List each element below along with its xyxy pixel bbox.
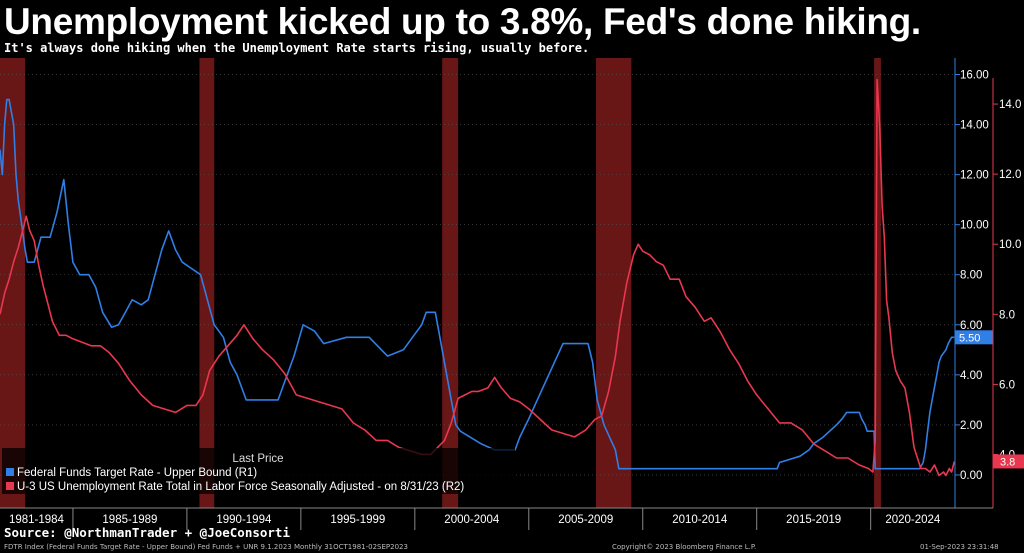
legend-label: Federal Funds Target Rate - Upper Bound … bbox=[17, 467, 257, 479]
recession-shading bbox=[0, 58, 881, 508]
index-description: FDTR Index (Federal Funds Target Rate - … bbox=[4, 543, 408, 551]
recession-band bbox=[199, 58, 215, 508]
r1-tick-label: 0.00 bbox=[960, 470, 982, 482]
r2-tick-label: 12.0 bbox=[999, 169, 1021, 181]
legend-box bbox=[2, 448, 515, 494]
right-axis-r2: 4.06.08.010.012.014.03.8 bbox=[992, 78, 1024, 508]
r1-last-value-box bbox=[955, 330, 993, 345]
r1-tick-label: 4.00 bbox=[960, 370, 982, 382]
unemployment-line bbox=[0, 78, 956, 477]
legend-header: Last Price bbox=[232, 453, 283, 465]
page-subtitle: It's always done hiking when the Unemplo… bbox=[4, 41, 590, 55]
x-tick-label: 2000-2004 bbox=[444, 514, 500, 526]
x-tick-label: 2010-2014 bbox=[672, 514, 728, 526]
timestamp: 01-Sep-2023 23:31:48 bbox=[920, 543, 999, 551]
r1-tick-label: 8.00 bbox=[960, 270, 982, 282]
recession-band bbox=[874, 58, 881, 508]
legend-swatch bbox=[6, 468, 14, 476]
x-axis: 1981-1984 1985-1989 1990-1994 1995-1999 2000… bbox=[0, 507, 993, 530]
series-lines bbox=[0, 78, 956, 477]
legend-swatch bbox=[6, 482, 14, 490]
r2-tick-label: 10.0 bbox=[999, 239, 1021, 251]
r1-last-value-label: 5.50 bbox=[959, 332, 980, 344]
x-tick-label: 2005-2009 bbox=[558, 514, 613, 526]
x-tick-label: 2020-2024 bbox=[885, 514, 941, 526]
recession-band bbox=[442, 58, 459, 508]
x-tick-label: 1995-1999 bbox=[330, 514, 385, 526]
recession-band bbox=[596, 58, 632, 508]
source-credit: Source: @NorthmanTrader + @JoeConsorti bbox=[4, 525, 290, 540]
x-tick-label: 2015-2019 bbox=[786, 514, 841, 526]
x-tick-label: 1990-1994 bbox=[216, 514, 272, 526]
r1-tick-label: 12.00 bbox=[960, 170, 989, 182]
right-axis-r1: 0.00 2.00 4.00 6.00 8.00 10.00 12.00 14.00 16.00… bbox=[954, 58, 993, 508]
r1-tick-label: 10.00 bbox=[960, 220, 989, 232]
r2-tick-label: 8.0 bbox=[999, 309, 1015, 321]
x-tick-label: 1981-1984 bbox=[9, 514, 65, 526]
legend-label: U-3 US Unemployment Rate Total in Labor … bbox=[17, 481, 464, 493]
gridlines bbox=[0, 74, 955, 476]
r2-tick-label: 14.0 bbox=[999, 99, 1021, 111]
fed_funds-line bbox=[0, 98, 955, 470]
copyright: Copyright© 2023 Bloomberg Finance L.P. bbox=[612, 543, 757, 551]
x-tick-label: 1985-1989 bbox=[102, 514, 157, 526]
r2-tick-label: 6.0 bbox=[999, 379, 1015, 391]
r1-tick-label: 14.00 bbox=[960, 120, 989, 132]
r1-tick-label: 16.00 bbox=[960, 70, 989, 82]
r1-tick-label: 6.00 bbox=[960, 320, 982, 332]
r2-last-value-box bbox=[993, 454, 1024, 469]
r2-last-value-label: 3.8 bbox=[1000, 456, 1015, 468]
legend: Last Price Federal Funds Target Rate - Up… bbox=[2, 448, 515, 494]
page-title: Unemployment kicked up to 3.8%, Fed's do… bbox=[4, 1, 921, 42]
r1-tick-label: 2.00 bbox=[960, 420, 982, 432]
